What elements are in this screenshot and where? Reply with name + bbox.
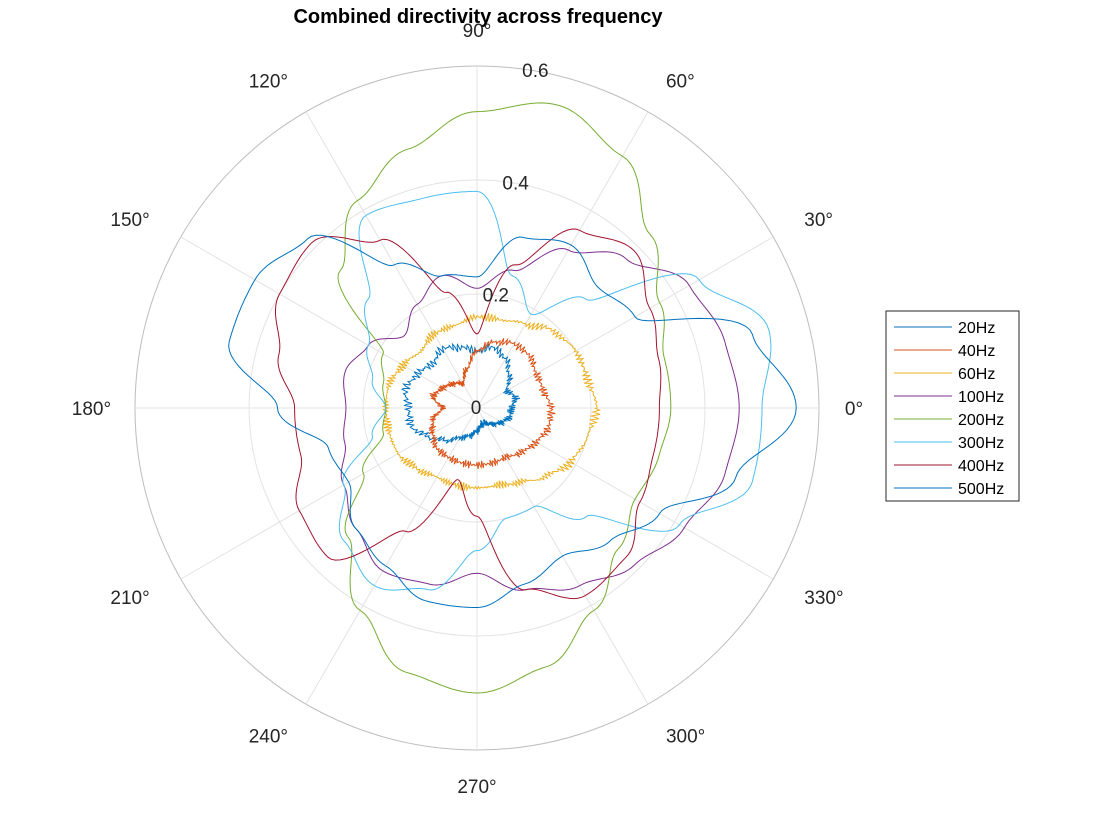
theta-tick-label: 30° [804,210,833,231]
r-tick-label: 0.4 [502,173,529,194]
series-lines [228,102,797,694]
grid-spoke [180,236,478,409]
theta-tick-label: 270° [457,777,496,798]
theta-tick-label: 150° [110,210,149,231]
theta-tick-label: 0° [845,399,863,420]
series-line-40hz [428,337,556,470]
grid-spoke [305,407,478,705]
series-line-60hz [381,312,601,492]
theta-tick-label: 60° [666,72,695,93]
legend-label: 40Hz [958,343,995,360]
theta-tick-label: 300° [666,726,705,747]
legend-label: 200Hz [958,412,1004,429]
series-line-500hz [228,234,797,608]
legend-label: 20Hz [958,320,995,337]
legend-label: 100Hz [958,389,1004,406]
legend-label: 300Hz [958,435,1004,452]
theta-tick-label: 120° [249,72,288,93]
legend: 20Hz 40Hz 60Hz 100Hz 200Hz 300Hz 400Hz 500Hz [885,310,1020,502]
r-tick-label: 0.2 [483,286,509,307]
theta-tick-label: 240° [249,726,288,747]
grid-spoke [476,407,774,580]
series-line-400hz [275,228,662,600]
legend-label: 60Hz [958,366,995,383]
grid-spoke [476,236,774,409]
r-tick-label: 0 [471,398,482,419]
r-tick-label: 0.6 [522,61,548,82]
theta-tick-label: 210° [110,588,149,609]
radial-tick-labels: 0 0.2 0.4 0.6 [471,61,549,419]
theta-tick-label: 180° [72,399,111,420]
theta-tick-label: 330° [804,588,843,609]
legend-box [885,310,1020,502]
angular-tick-labels: 0° 30° 60° 90° 120° 150° 180° 210° 240° 270° 300° 3… [72,21,863,798]
chart-title: Combined directivity across frequency [293,6,663,28]
series-line-20hz [400,342,521,444]
series-line-100hz [340,247,740,591]
grid-spoke [305,111,478,409]
legend-label: 500Hz [958,481,1004,498]
legend-label: 400Hz [958,458,1004,475]
series-line-300hz [338,190,772,591]
theta-tick-label: 90° [463,21,492,42]
